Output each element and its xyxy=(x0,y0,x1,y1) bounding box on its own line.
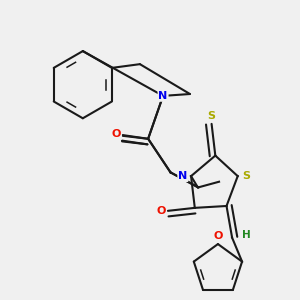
Text: N: N xyxy=(158,91,168,101)
Text: O: O xyxy=(111,129,121,139)
Text: N: N xyxy=(178,171,188,181)
Text: O: O xyxy=(111,129,121,139)
Text: S: S xyxy=(208,111,216,121)
Text: H: H xyxy=(242,230,251,240)
Text: S: S xyxy=(242,171,250,181)
Text: O: O xyxy=(213,231,223,241)
Text: O: O xyxy=(157,206,166,216)
